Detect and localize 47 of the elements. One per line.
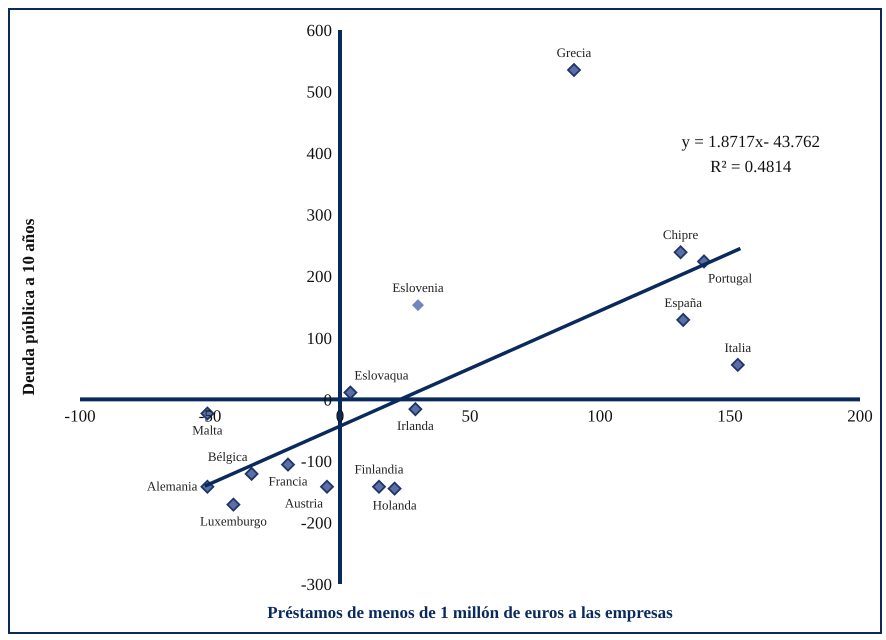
annotation: Chipre bbox=[662, 227, 699, 242]
annotation: Alemania bbox=[146, 478, 198, 494]
y-tick-label: 300 bbox=[306, 206, 332, 225]
y-tick-label: -300 bbox=[300, 575, 332, 594]
annotation: Bélgica bbox=[208, 448, 248, 464]
y-tick-label: 100 bbox=[306, 328, 332, 348]
y-tick-label: 400 bbox=[306, 144, 332, 164]
y-tick-label: -100 bbox=[300, 452, 332, 471]
annotation: Luxemburgo bbox=[200, 514, 267, 529]
y-tick-label: 600 bbox=[306, 21, 332, 40]
x-axis-title: Préstamos de menos de 1 millón de euros a las empresas bbox=[267, 603, 674, 622]
annotation: Francia bbox=[268, 474, 308, 489]
point bbox=[674, 245, 688, 260]
annotation: Italia bbox=[724, 340, 752, 355]
x-tick-label: -100 bbox=[64, 406, 96, 426]
y-tick-label: -200 bbox=[300, 513, 332, 532]
annotation: Holanda bbox=[372, 498, 417, 513]
annotation: Austria bbox=[284, 496, 324, 511]
annotation: Eslovenia bbox=[392, 280, 444, 296]
point bbox=[372, 480, 386, 494]
point bbox=[226, 498, 240, 512]
annotation: Grecia bbox=[556, 45, 592, 60]
x-tick-label: 200 bbox=[847, 406, 873, 426]
y-axis-title: Deuda pública a 10 años bbox=[19, 218, 38, 396]
y-tick-label: 200 bbox=[306, 267, 332, 286]
annotation: Eslovaqua bbox=[354, 368, 409, 383]
point bbox=[244, 466, 258, 481]
annotation: Finlandia bbox=[354, 462, 404, 477]
point bbox=[408, 402, 422, 416]
y-tick-label: 500 bbox=[306, 82, 332, 102]
x-tick-label: 0 bbox=[336, 406, 344, 426]
annotation: y = 1.8717x- 43.762 bbox=[682, 132, 820, 151]
annotation: Irlanda bbox=[396, 418, 434, 434]
x-tick-label: 150 bbox=[717, 406, 743, 426]
point bbox=[388, 482, 402, 496]
annotation: R² = 0.4814 bbox=[710, 156, 792, 176]
point bbox=[567, 63, 581, 77]
x-tick-label: 50 bbox=[462, 406, 478, 426]
annotation: España bbox=[664, 294, 702, 310]
x-tick-label: 100 bbox=[587, 406, 613, 426]
point bbox=[676, 313, 690, 327]
point bbox=[730, 358, 745, 372]
point bbox=[344, 386, 358, 400]
annotation: Portugal bbox=[708, 270, 752, 286]
point bbox=[281, 458, 295, 472]
annotation: Malta bbox=[192, 422, 223, 438]
point bbox=[320, 480, 334, 494]
